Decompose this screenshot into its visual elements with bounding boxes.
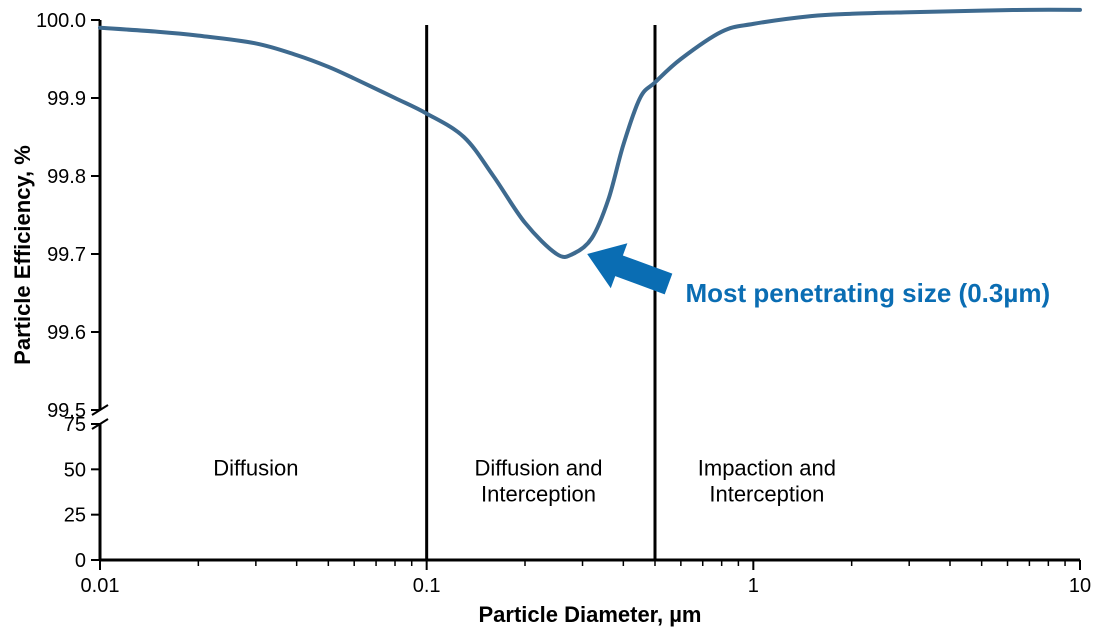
y-broken-tick-label: 0 [75, 550, 86, 572]
x-axis-label: Particle Diameter, µm [478, 602, 701, 627]
annotation-text: Most penetrating size (0.3µm) [686, 278, 1051, 308]
x-tick-label: 10 [1069, 575, 1091, 597]
region-label: Interception [709, 482, 824, 507]
x-tick-label: 0.1 [413, 575, 441, 597]
y-broken-tick-label: 25 [64, 505, 86, 527]
y-axis-label: Particle Efficiency, % [10, 145, 35, 365]
x-tick-label: 0.01 [81, 575, 120, 597]
y-tick-label: 100.0 [36, 10, 86, 32]
y-tick-label: 99.8 [47, 166, 86, 188]
region-label: Diffusion and [475, 456, 603, 481]
y-broken-tick-label: 50 [64, 459, 86, 481]
y-tick-label: 99.9 [47, 88, 86, 110]
x-tick-label: 1 [748, 575, 759, 597]
y-broken-tick-label: 75 [64, 414, 86, 436]
y-tick-label: 99.6 [47, 322, 86, 344]
region-label: Diffusion [213, 456, 298, 481]
region-label: Interception [481, 482, 596, 507]
region-label: Impaction and [698, 456, 836, 481]
y-tick-label: 99.7 [47, 244, 86, 266]
particle-efficiency-chart: 99.599.699.799.899.9100.002550750.010.11… [0, 0, 1103, 633]
chart-svg: 99.599.699.799.899.9100.002550750.010.11… [0, 0, 1103, 633]
